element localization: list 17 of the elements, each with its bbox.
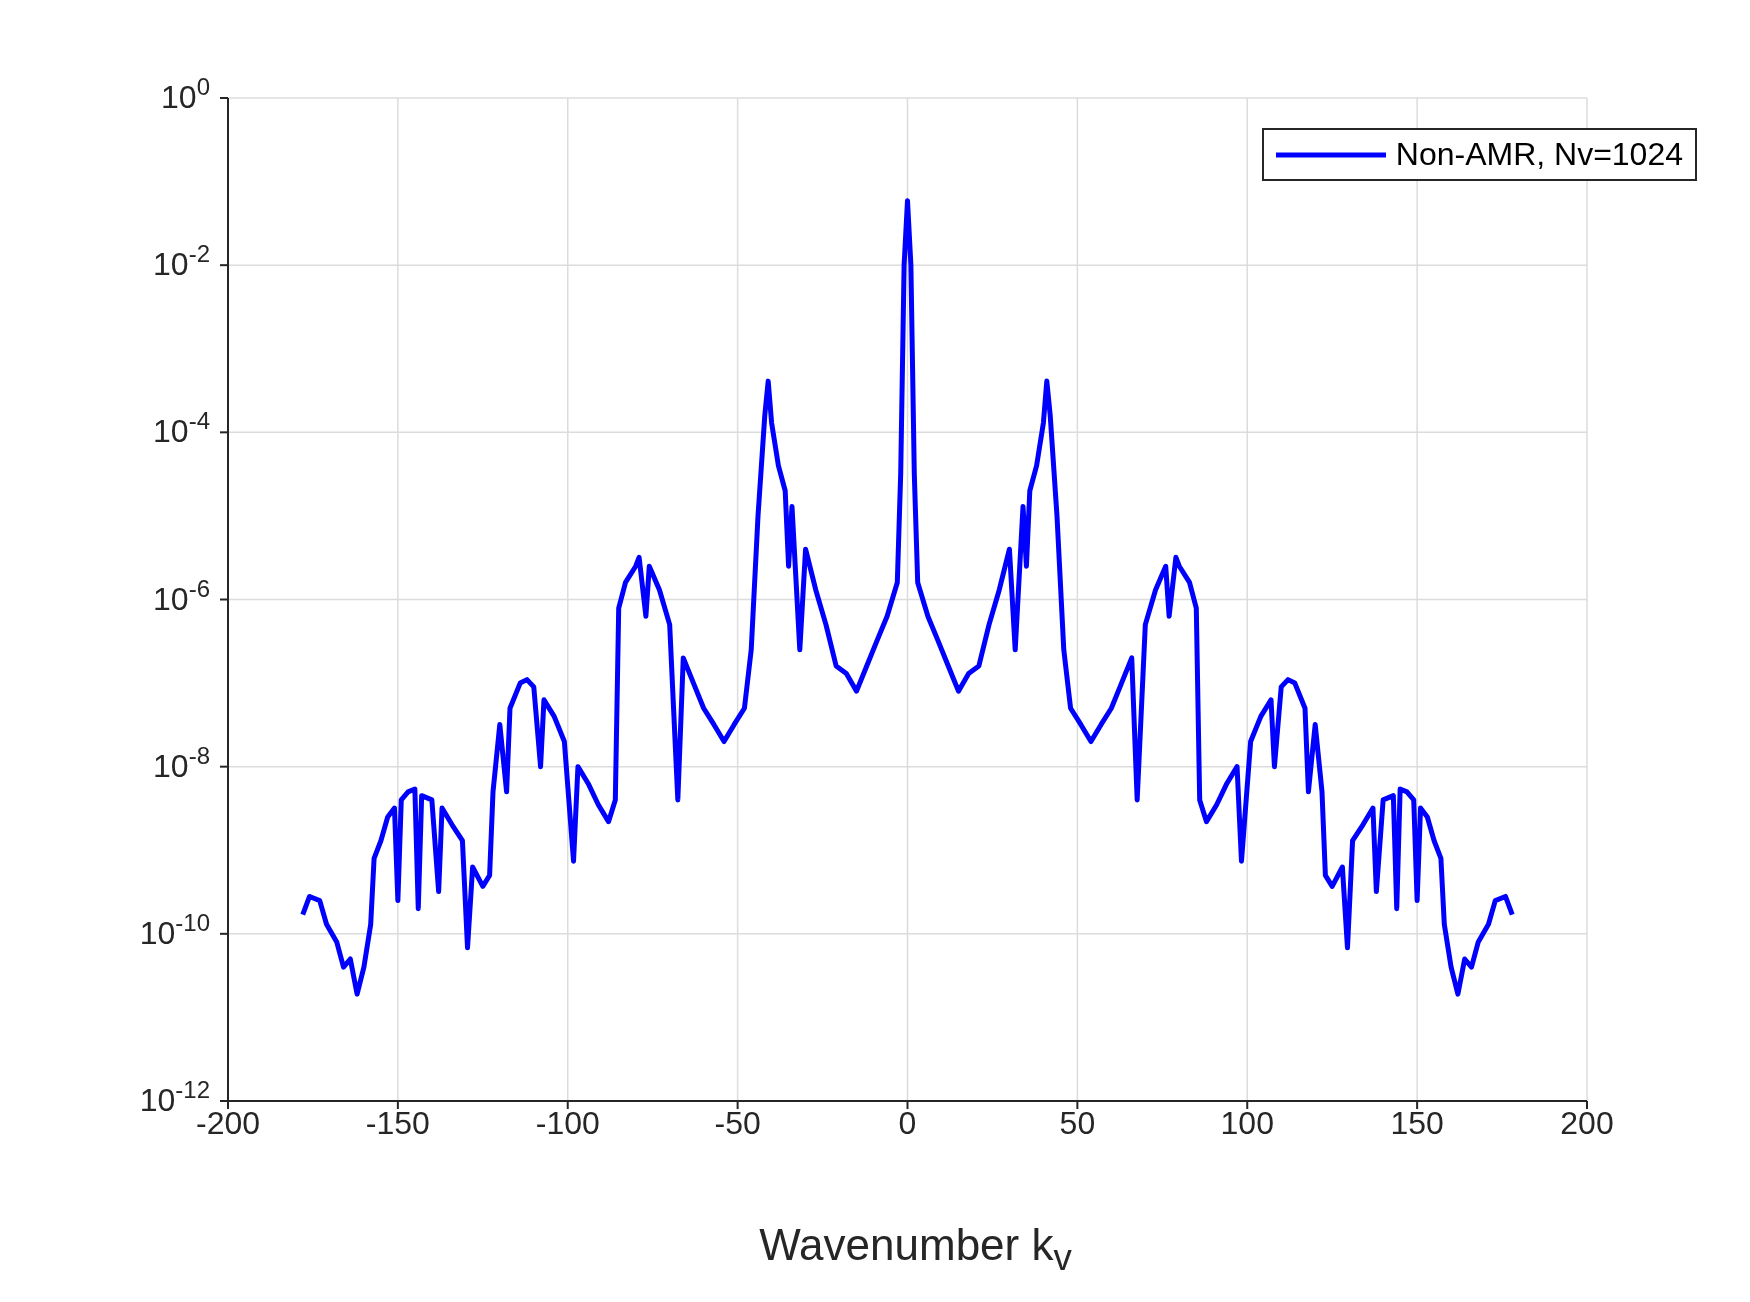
y-tick-label: 10$^{-10}$: [139, 908, 210, 951]
x-tick-label: -50: [714, 1104, 761, 1141]
x-tick-label: -100: [535, 1104, 600, 1141]
y-tick-label: 10$^{0}$: [161, 72, 210, 115]
y-tick-label: 10$^{-2}$: [153, 239, 210, 283]
x-tick-label: 200: [1560, 1104, 1614, 1141]
x-axis-title: Wavenumber k$_{v}$: [758, 1220, 1073, 1279]
x-tick-label: 100: [1220, 1104, 1274, 1141]
x-tick-label: -150: [365, 1104, 430, 1141]
y-tick-label: 10$^{-8}$: [153, 741, 210, 784]
legend-label: Non-AMR, Nv=1024: [1395, 136, 1683, 173]
x-tick-label: 0: [898, 1104, 917, 1141]
y-tick-label: 10$^{-6}$: [153, 574, 210, 617]
x-tick-label: 50: [1059, 1104, 1096, 1141]
x-tick-label: 150: [1390, 1104, 1444, 1141]
x-tick-label: -200: [195, 1104, 261, 1141]
y-tick-label: 10$^{-4}$: [153, 406, 210, 450]
